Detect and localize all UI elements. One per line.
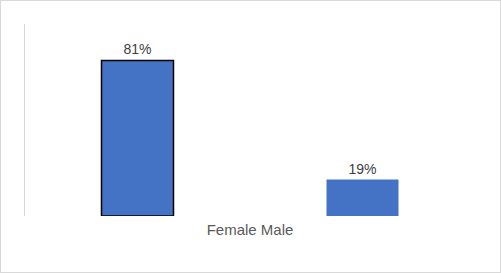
svg-text:19%: 19% [348,161,376,177]
svg-text:81%: 81% [123,41,151,57]
svg-text:Female Male: Female Male [207,221,294,238]
